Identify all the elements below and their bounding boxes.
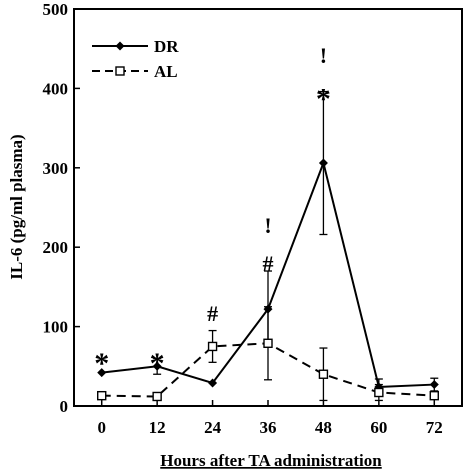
x-tick-label: 36 xyxy=(260,418,277,437)
data-point xyxy=(208,378,218,388)
series-al xyxy=(97,306,439,402)
x-tick-label: 12 xyxy=(149,418,166,437)
data-point xyxy=(97,390,107,401)
data-point xyxy=(152,391,162,402)
x-tick-label: 24 xyxy=(204,418,222,437)
x-tick-label: 48 xyxy=(315,418,332,437)
data-point xyxy=(263,338,273,348)
x-tick-label: 0 xyxy=(97,418,106,437)
data-point xyxy=(152,361,162,371)
x-tick-label: 72 xyxy=(426,418,443,437)
data-point xyxy=(318,369,329,379)
significance-mark: * xyxy=(94,347,109,380)
y-tick-label: 400 xyxy=(43,79,69,98)
y-tick-label: 200 xyxy=(43,238,69,257)
x-tick-label: 60 xyxy=(370,418,387,437)
annotation-layer: * * # #! *! xyxy=(94,43,331,380)
y-tick-labels: 0 100 200 300 400 500 xyxy=(43,0,69,416)
legend-marker xyxy=(115,66,125,76)
data-point xyxy=(429,390,439,401)
legend-marker xyxy=(115,41,125,51)
axis-ticks xyxy=(74,8,436,407)
y-tick-label: 100 xyxy=(43,318,69,337)
data-point xyxy=(374,387,384,398)
legend-label: DR xyxy=(154,37,179,56)
significance-mark: * xyxy=(316,82,331,115)
data-point xyxy=(97,368,107,378)
y-tick-label: 0 xyxy=(60,397,69,416)
legend: DR AL xyxy=(92,37,179,81)
significance-mark: ! xyxy=(320,43,327,68)
legend-label: AL xyxy=(154,62,178,81)
significance-mark: ! xyxy=(264,213,271,238)
significance-mark: * xyxy=(150,347,165,380)
y-tick-label: 500 xyxy=(43,0,69,19)
data-point xyxy=(207,341,218,352)
y-axis-title: IL-6 (pg/ml plasma) xyxy=(7,134,26,279)
x-axis-title: Hours after TA administration xyxy=(160,451,382,470)
significance-mark: # xyxy=(263,251,274,276)
significance-mark: # xyxy=(207,301,218,326)
data-point xyxy=(318,158,328,168)
y-tick-label: 300 xyxy=(43,159,69,178)
data-point xyxy=(429,380,439,390)
x-tick-labels: 0 12 24 36 48 60 72 xyxy=(97,418,442,437)
series-layer xyxy=(97,90,439,402)
